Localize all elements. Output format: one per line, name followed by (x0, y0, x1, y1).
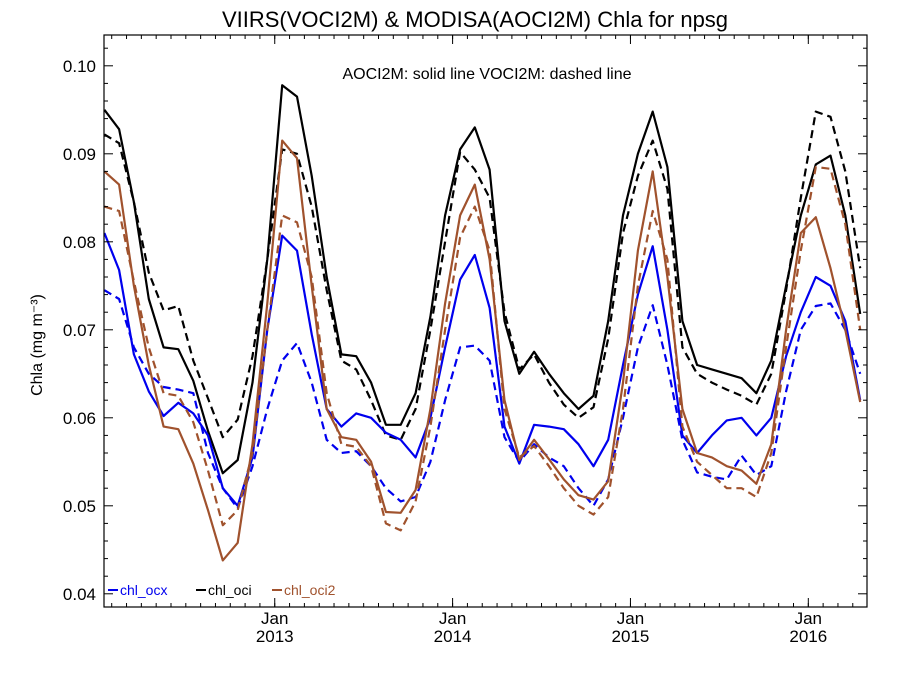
chart-title: VIIRS(VOCI2M) & MODISA(AOCI2M) Chla for … (222, 7, 728, 32)
series-line-chl_oci2-dashed (104, 165, 862, 532)
x-tick-month-label: Jan (617, 609, 644, 628)
series-line-chl_ocx-dashed (103, 289, 862, 510)
y-tick-label: 0.04 (63, 585, 96, 604)
y-tick-label: 0.05 (63, 497, 96, 516)
series-line-chl_oci2-solid (103, 139, 862, 562)
legend-label: chl_oci (208, 582, 252, 598)
y-tick-label: 0.10 (63, 57, 96, 76)
line-style-annotation: AOCI2M: solid line VOCI2M: dashed line (342, 66, 631, 83)
x-tick-month-label: Jan (439, 609, 466, 628)
axis-ticks: 0.040.050.060.070.080.090.10Jan2013Jan20… (63, 35, 867, 646)
legend: chl_ocx chl_oci chl_oci2 (108, 582, 336, 598)
x-tick-year-label: 2013 (256, 627, 294, 646)
series-line-chl_oci-dashed (103, 110, 862, 441)
x-tick-year-label: 2015 (612, 627, 650, 646)
series-line-chl_ocx-solid (103, 232, 862, 507)
legend-label: chl_ocx (120, 582, 167, 598)
x-tick-year-label: 2016 (789, 627, 827, 646)
series-layer (103, 84, 862, 562)
y-tick-label: 0.09 (63, 145, 96, 164)
y-tick-label: 0.06 (63, 409, 96, 428)
x-tick-month-label: Jan (261, 609, 288, 628)
y-axis-label: Chla (mg m⁻³) (29, 294, 46, 396)
x-tick-month-label: Jan (795, 609, 822, 628)
x-tick-year-label: 2014 (434, 627, 472, 646)
series-line-chl_oci-solid (103, 84, 862, 475)
y-tick-label: 0.08 (63, 233, 96, 252)
y-tick-label: 0.07 (63, 321, 96, 340)
plot-frame (103, 34, 868, 608)
legend-label: chl_oci2 (284, 582, 336, 598)
